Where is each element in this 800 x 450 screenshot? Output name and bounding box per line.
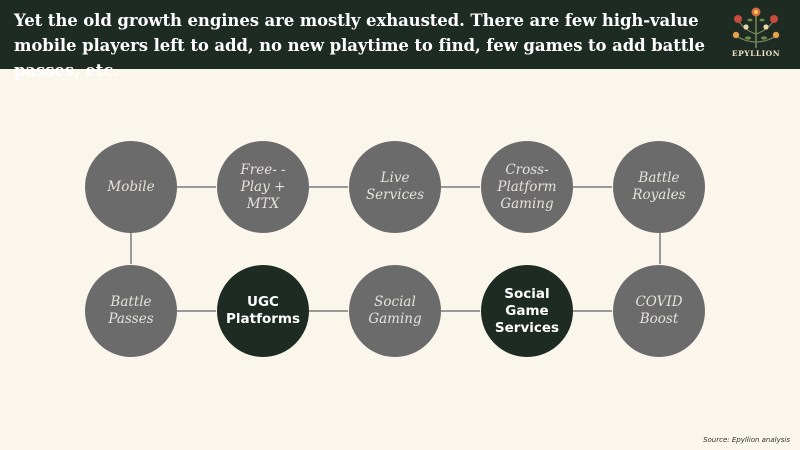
node-cross-platform-gaming: Cross- Platform Gaming (481, 141, 573, 233)
node-battle-royales: Battle Royales (613, 141, 705, 233)
connector (309, 186, 348, 188)
epyllion-logo: EPYLLION (724, 4, 788, 66)
connector (573, 310, 612, 312)
connector (177, 186, 216, 188)
connector (441, 310, 480, 312)
floral-logo-icon (732, 7, 780, 48)
node-mobile: Mobile (85, 141, 177, 233)
connector (573, 186, 612, 188)
connector (130, 232, 132, 264)
node-social-gaming: Social Gaming (349, 265, 441, 357)
logo-wordmark: EPYLLION (731, 49, 781, 58)
source-note: Source: Epyllion analysis (703, 436, 790, 444)
connector (659, 232, 661, 264)
node-ugc-platforms: UGC Platforms (217, 265, 309, 357)
growth-engines-diagram: Mobile Free- - Play + MTX Live Services … (0, 69, 800, 429)
node-battle-passes: Battle Passes (85, 265, 177, 357)
node-free-to-play-mtx: Free- - Play + MTX (217, 141, 309, 233)
node-social-game-services: Social Game Services (481, 265, 573, 357)
header-bar: Yet the old growth engines are mostly ex… (0, 0, 800, 80)
connector (441, 186, 480, 188)
slide-title: Yet the old growth engines are mostly ex… (14, 11, 705, 80)
node-covid-boost: COVID Boost (613, 265, 705, 357)
connector (177, 310, 216, 312)
connector (309, 310, 348, 312)
node-live-services: Live Services (349, 141, 441, 233)
